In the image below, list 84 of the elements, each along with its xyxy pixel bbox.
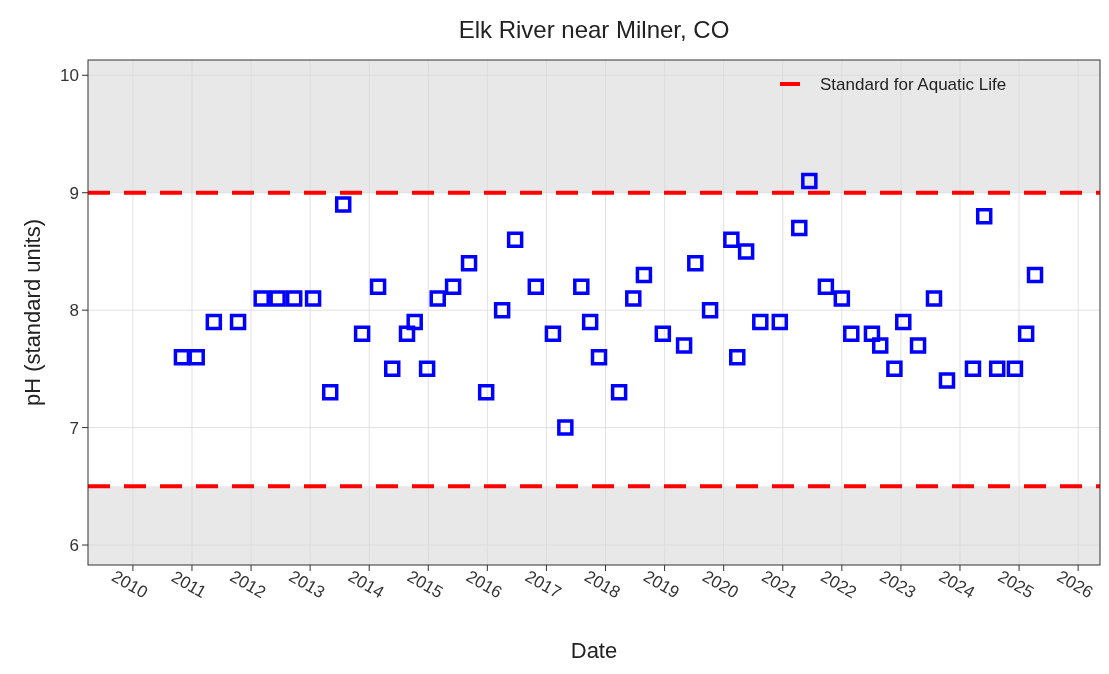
legend-label: Standard for Aquatic Life	[820, 74, 1007, 94]
point	[590, 348, 608, 366]
point	[285, 290, 303, 307]
point	[610, 384, 628, 401]
x-tick-label: 2020	[699, 566, 742, 603]
point	[895, 313, 912, 331]
x-tick-label: 2019	[640, 566, 683, 603]
point	[444, 278, 462, 295]
x-tick-label: 2023	[876, 566, 919, 603]
point	[729, 348, 746, 366]
x-tick-label: 2010	[108, 566, 151, 603]
point	[493, 301, 511, 319]
y-tick-label: 6	[69, 535, 79, 555]
point	[886, 360, 903, 378]
point	[801, 172, 818, 190]
point	[384, 360, 401, 378]
point	[625, 290, 642, 307]
point	[229, 313, 247, 331]
point	[938, 372, 956, 389]
x-tick-label: 2015	[403, 566, 447, 603]
point	[723, 231, 740, 248]
point	[871, 337, 889, 354]
point	[843, 325, 860, 342]
x-tick-label: 2017	[522, 566, 565, 603]
point	[557, 419, 574, 436]
point	[334, 196, 352, 213]
point	[817, 278, 835, 295]
point	[304, 290, 322, 307]
point	[1017, 325, 1035, 342]
point	[964, 360, 982, 378]
point	[635, 266, 653, 284]
point	[833, 290, 851, 307]
x-tick-label: 2012	[226, 566, 269, 603]
point	[925, 290, 943, 307]
point	[188, 348, 205, 366]
point	[477, 384, 495, 401]
point	[173, 348, 191, 366]
point	[1006, 360, 1024, 378]
point	[581, 313, 599, 331]
y-tick-label: 9	[69, 183, 79, 203]
point	[1026, 266, 1044, 284]
point	[398, 325, 416, 342]
x-tick-label: 2013	[285, 566, 329, 603]
point	[429, 290, 446, 307]
point	[791, 219, 808, 237]
point	[988, 360, 1006, 378]
point	[406, 313, 423, 331]
x-tick-label: 2022	[817, 566, 860, 603]
point	[353, 325, 371, 342]
y-tick-label: 8	[69, 301, 79, 321]
point	[687, 254, 704, 272]
point	[269, 290, 286, 307]
point	[909, 337, 927, 354]
y-tick-label: 10	[60, 66, 79, 86]
x-tick-label: 2024	[935, 566, 978, 603]
point	[573, 278, 590, 295]
x-tick-label: 2025	[994, 566, 1037, 603]
point	[253, 290, 270, 307]
x-tick-label: 2026	[1053, 566, 1097, 603]
x-tick-label: 2011	[168, 567, 210, 602]
x-tick-label: 2016	[463, 566, 506, 603]
y-tick-label: 7	[69, 418, 79, 438]
x-tick-label: 2014	[344, 566, 388, 603]
point	[752, 313, 769, 331]
point	[737, 243, 755, 260]
point	[506, 231, 524, 248]
point	[544, 325, 562, 342]
point	[701, 301, 719, 319]
x-axis-title: Date	[570, 638, 618, 663]
x-tick-label: 2018	[581, 566, 624, 603]
point	[527, 278, 545, 295]
point	[771, 313, 789, 331]
point	[975, 207, 993, 225]
x-tick-label: 2021	[758, 566, 801, 603]
point	[321, 384, 339, 401]
point	[418, 360, 436, 378]
point	[460, 254, 478, 272]
point	[654, 325, 672, 342]
chart-title: Elk River near Milner, CO	[458, 16, 730, 43]
y-axis-title: pH (standard units)	[20, 218, 45, 407]
point	[675, 337, 693, 354]
point	[205, 313, 223, 331]
point	[863, 325, 881, 342]
point	[369, 278, 387, 295]
